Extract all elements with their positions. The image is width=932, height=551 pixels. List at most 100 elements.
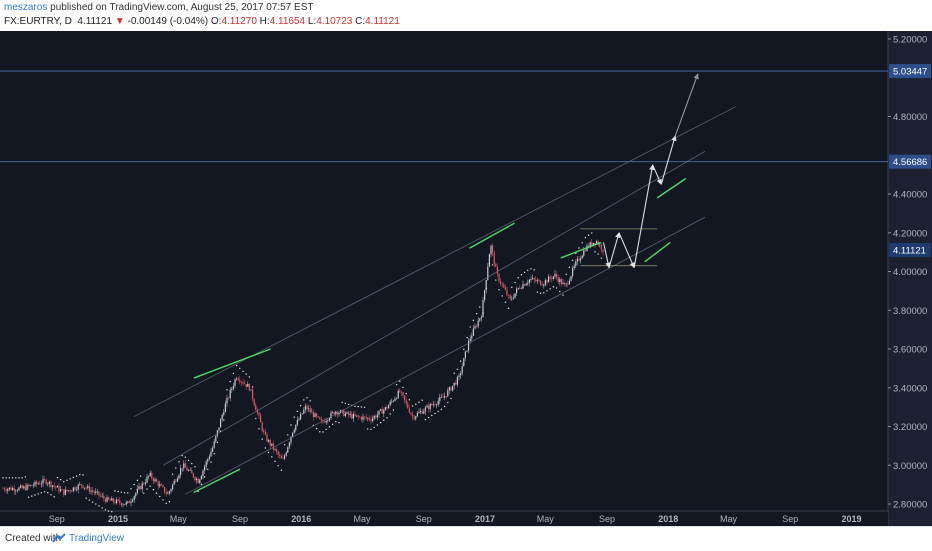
indicator-dot [79,473,81,476]
candle-body [316,413,318,417]
candle [452,385,454,392]
candle [256,407,258,416]
candle-body [405,400,407,404]
candle [495,262,497,267]
candle [306,403,308,412]
candle [317,415,319,418]
indicator-dot [591,232,593,234]
candle-body [386,406,388,409]
candle [132,497,134,503]
candle-body [140,486,142,490]
tradingview-brand[interactable]: TradingView [69,533,125,544]
candle-body [431,404,433,406]
candle-body [31,485,33,486]
indicator-dot [475,312,478,315]
candle [600,243,602,253]
candle [20,483,22,489]
candle-body [298,419,300,421]
candle [314,412,316,418]
indicator-dot [415,403,417,405]
candle [319,416,321,420]
candle [237,376,239,381]
candle-body [167,493,169,495]
indicator-dot [376,424,379,426]
candle [493,250,495,268]
candle-body [508,295,510,296]
candle [423,408,425,415]
indicator-dot [379,421,382,424]
indicator-dot [555,287,558,289]
y-tick-label: 4.00000 [893,267,927,278]
candle-body [244,383,246,385]
candle-body [335,411,337,415]
candle-body [122,504,124,506]
candle [365,413,367,420]
indicator-dot [50,494,52,496]
indicator-dot [443,405,446,408]
candle [468,337,470,354]
candle-body [279,454,281,456]
x-tick-label: 2017 [475,514,495,524]
candle-body [399,390,401,393]
candle [125,500,127,507]
candle-body [365,416,367,419]
indicator-dot [5,477,7,479]
candle [268,438,270,443]
candle-body [109,499,111,501]
indicator-dot [191,462,193,465]
candle [160,482,162,486]
candle-body [466,350,468,352]
indicator-dot [434,412,436,415]
indicator-dot [587,234,590,236]
candle-body [325,420,327,423]
candle [26,482,28,491]
candle [247,381,249,387]
candle-body [26,484,28,491]
candle [224,400,226,413]
low-label: L: [307,16,317,27]
price-chart[interactable]: 5.20000 4.80000 4.40000 4.20000 4.00000 3.800… [0,31,932,526]
candle [509,293,511,301]
indicator-dot [31,495,33,497]
candle-body [496,266,498,274]
candle-body [314,413,316,418]
created-with-text: Created with [5,533,62,544]
candle-body [517,287,519,289]
candle-body [476,326,478,327]
candle [437,397,439,407]
candle-body [208,456,210,460]
candle-body [127,501,129,503]
indicator-dot [280,469,283,471]
indicator-dot [453,372,455,374]
candle-body [484,290,486,301]
indicator-dot [162,499,164,501]
author-link[interactable]: meszaros [4,2,48,13]
indicator-dot [338,421,340,424]
candle-body [426,405,428,408]
candle-body [87,486,89,488]
indicator-dot [27,496,30,498]
candle [544,278,546,287]
candle-body [237,378,239,381]
indicator-dot [59,478,62,481]
candle [564,281,566,287]
candle [136,485,138,495]
candle [477,317,479,329]
candle [84,487,86,491]
candle [48,480,50,488]
candle-body [229,389,231,398]
candle [279,451,281,459]
candle-body [493,252,495,265]
candle [276,447,278,455]
candle-body [575,261,577,266]
candle-body [450,387,452,391]
candle [388,404,390,409]
candle [567,280,569,288]
indicator-dot [472,319,475,322]
candle-body [124,504,126,506]
candle [573,263,575,271]
candle [562,279,564,285]
channel-line [133,106,736,418]
candle-body [248,384,250,391]
projection-arrow [660,135,677,185]
